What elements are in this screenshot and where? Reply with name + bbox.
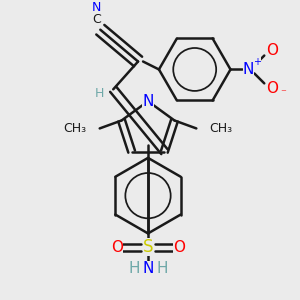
Text: H: H: [156, 261, 168, 276]
Text: N: N: [92, 1, 101, 14]
Text: H: H: [128, 261, 140, 276]
Text: O: O: [266, 81, 278, 96]
Text: O: O: [111, 240, 123, 255]
Text: N: N: [142, 94, 154, 109]
Text: C: C: [92, 13, 101, 26]
Text: O: O: [266, 43, 278, 58]
Text: O: O: [173, 240, 185, 255]
Text: S: S: [143, 238, 153, 256]
Text: ⁻: ⁻: [280, 88, 286, 98]
Text: N: N: [243, 62, 254, 77]
Text: +: +: [253, 56, 261, 67]
Text: CH₃: CH₃: [64, 122, 87, 135]
Text: N: N: [142, 261, 154, 276]
Text: CH₃: CH₃: [209, 122, 232, 135]
Text: H: H: [94, 87, 104, 100]
